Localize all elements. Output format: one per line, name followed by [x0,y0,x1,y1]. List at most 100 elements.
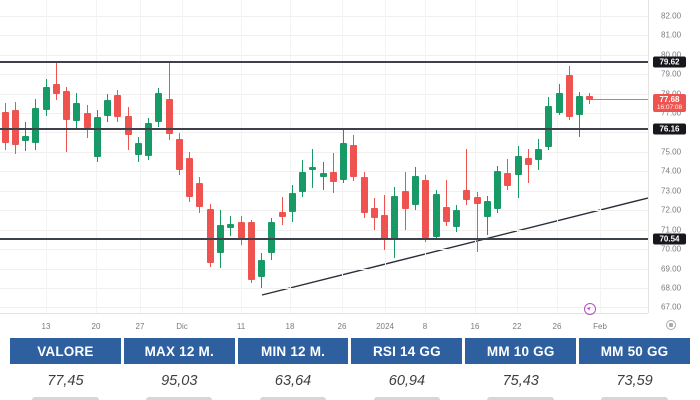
candle-up [545,105,553,147]
h-gridline [0,268,648,270]
stat-header: MM 10 GG [465,338,577,364]
candle-up [319,172,327,177]
price-level-line[interactable] [0,128,648,131]
candle-up [145,123,153,156]
v-gridline [46,0,47,313]
candlestick-plot-area[interactable] [0,0,648,313]
candle-down [124,116,132,135]
time-axis[interactable]: 13 20 27 Dic 11 18 26 2024 8 16 22 26 Feb [0,313,648,336]
h-gridline [0,74,648,76]
candle-up [309,167,317,170]
candle-down [237,222,245,239]
h-gridline [0,15,648,17]
axis-settings-icon[interactable] [666,320,676,330]
price-level-line[interactable] [0,61,648,63]
candle-down [401,190,409,210]
h-gridline [0,307,648,309]
price-tick-label: 67.00 [661,302,682,312]
table-footer-divider [373,397,441,400]
price-tick-label: 68.00 [661,283,682,293]
price-level-tag: 76.16 [653,123,686,135]
stat-value: 63,64 [274,372,312,389]
price-tick-label: 82.00 [661,11,682,21]
h-gridline [0,210,648,212]
candle-wick [281,196,283,225]
candle-down [52,83,60,95]
candle-down [442,207,450,223]
candle-up [453,210,461,227]
candle-up [555,92,563,113]
candle-up [258,260,266,278]
h-gridline [0,54,648,56]
table-footer-divider [32,397,99,400]
candle-up [514,155,522,175]
stat-column-valore: VALORE 77,45 [10,338,121,400]
v-gridline [475,0,476,313]
candle-up [483,201,491,217]
price-tick-label: 72.00 [661,205,682,215]
candle-down [565,75,573,118]
candle-down [329,171,337,182]
current-price-tag: 77.68 16:07:08 [653,93,686,112]
time-tick-label: 13 [41,322,51,331]
price-level-tag: 79.62 [653,56,686,68]
h-gridline [0,288,648,289]
stat-value: 77,45 [47,372,84,389]
price-level-line[interactable] [0,237,648,240]
time-tick-label: 2024 [376,322,394,331]
candle-down [350,145,358,177]
candle-up [299,171,307,192]
candle-down [247,222,255,281]
current-price-line [592,99,648,101]
candle-up [288,193,296,212]
price-tick-label: 75.00 [661,147,682,157]
v-gridline [425,0,426,313]
candle-down [114,95,122,118]
time-tick-label: Feb [593,322,607,331]
candle-down [83,112,91,128]
dot-glyph [669,323,673,327]
stat-header: MAX 12 M. [123,338,235,364]
h-gridline [0,132,648,134]
h-gridline [0,190,648,192]
candle-wick [527,148,529,183]
candle-up [32,108,40,143]
table-footer-divider [487,397,554,400]
v-gridline [290,0,291,313]
candle-wick [476,191,478,253]
stat-header: VALORE [10,338,121,364]
price-tick-label: 79.00 [661,69,682,79]
v-gridline [557,0,558,313]
candle-up [432,194,440,238]
time-tick-label: 18 [285,322,295,331]
price-axis[interactable]: 82.0081.0080.0079.0078.0077.0076.0075.00… [648,0,700,313]
stat-value: 95,03 [161,372,198,389]
time-tick-label: 26 [337,322,347,331]
stat-column-min12m: MIN 12 M. 63,64 [237,338,349,400]
candle-up [93,117,101,157]
time-tick-label: 8 [422,322,428,331]
event-marker-icon[interactable]: ➤ [584,303,596,315]
candle-up [340,142,348,181]
candle-down [165,98,173,134]
price-tick-label: 69.00 [661,264,682,274]
candle-wick [466,148,468,205]
candle-down [524,158,532,166]
candle-up [535,148,543,161]
v-gridline [385,0,386,313]
time-tick-label: 27 [135,322,145,331]
price-tick-label: 70.00 [661,244,682,254]
time-tick-label: 16 [470,322,480,331]
stat-header: MIN 12 M. [237,338,349,364]
table-footer-divider [601,397,668,400]
candle-up [412,175,420,205]
candle-wick [445,180,447,226]
candle-down [278,211,286,217]
candle-up [494,170,502,210]
h-gridline [0,249,648,251]
candle-up [42,87,50,111]
price-tick-label: 80.00 [661,50,682,60]
candle-up [155,92,163,122]
stat-value: 60,94 [388,372,426,389]
